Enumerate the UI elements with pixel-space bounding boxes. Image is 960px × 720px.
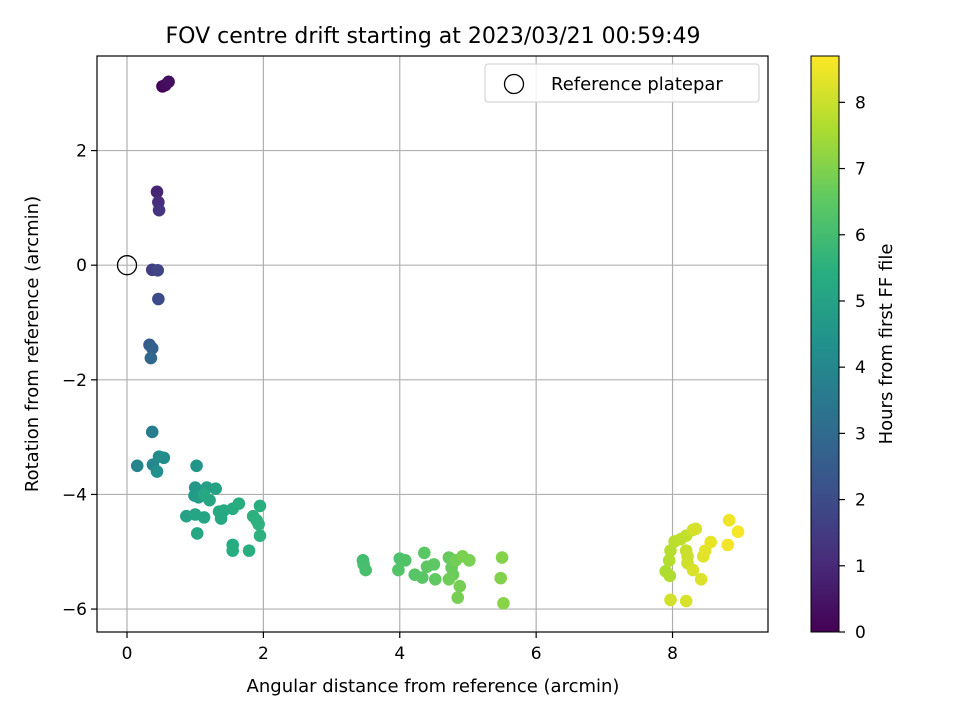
scatter-point xyxy=(392,563,405,577)
scatter-point xyxy=(144,351,158,365)
scatter-point xyxy=(145,341,159,355)
colorbar-tick-label: 6 xyxy=(855,226,866,246)
colorbar-tick-label: 8 xyxy=(855,93,866,113)
scatter-point xyxy=(722,513,736,527)
scatter-point xyxy=(151,264,164,277)
scatter-point xyxy=(453,579,467,593)
colorbar-ticks: 0 1 2 3 4 5 6 7 8 xyxy=(839,93,866,643)
scatter-point xyxy=(359,563,372,577)
colorbar-tick-label: 4 xyxy=(855,358,866,378)
scatter-point xyxy=(157,451,171,465)
legend-reference-marker xyxy=(503,73,525,95)
legend-box xyxy=(484,63,760,103)
scatter-point xyxy=(162,75,175,89)
y-tick-label: 2 xyxy=(76,142,87,162)
x-tick-label: 4 xyxy=(394,644,405,664)
scatter-point xyxy=(398,554,412,567)
scatter-point xyxy=(689,522,703,536)
colorbar-tick-label: 3 xyxy=(855,424,866,444)
legend: Reference platepar xyxy=(484,63,760,103)
scatter-point xyxy=(694,572,708,586)
scatter-point xyxy=(418,546,431,560)
x-axis-label: Angular distance from reference (arcmin) xyxy=(247,676,620,697)
scatter-point xyxy=(197,511,211,524)
scatter-point xyxy=(495,551,509,564)
colorbar-tick-label: 5 xyxy=(855,292,866,312)
y-axis-ticks: −6 −4 −2 0 2 xyxy=(62,142,97,620)
scatter-point xyxy=(463,554,476,567)
scatter-point xyxy=(214,512,228,525)
x-axis-ticks: 0 2 4 6 8 xyxy=(122,632,678,664)
data-points xyxy=(130,75,745,610)
x-tick-label: 0 xyxy=(122,644,133,664)
scatter-point xyxy=(679,594,693,608)
scatter-point xyxy=(663,569,677,583)
scatter-point xyxy=(427,558,441,571)
reference-platepar-marker xyxy=(116,255,138,276)
scatter-point xyxy=(442,572,456,586)
scatter-point xyxy=(152,203,166,217)
scatter-point xyxy=(662,554,676,567)
x-tick-label: 2 xyxy=(258,644,269,664)
scatter-point xyxy=(242,544,256,557)
plot-frame xyxy=(96,55,769,633)
scatter-point xyxy=(226,544,240,557)
colorbar-gradient xyxy=(810,55,840,633)
colorbar-tick-label: 1 xyxy=(855,557,866,577)
colorbar-tick-label: 0 xyxy=(855,623,866,643)
y-tick-label: −2 xyxy=(62,371,87,391)
colorbar-tick-label: 7 xyxy=(855,160,866,180)
scatter-point xyxy=(664,593,677,607)
scatter-point xyxy=(721,538,735,552)
scatter-point xyxy=(704,535,718,549)
colorbar: 0 1 2 3 4 5 6 7 8 Hours from first FF file xyxy=(810,55,897,643)
reference-marker xyxy=(116,255,138,276)
scatter-point xyxy=(494,571,507,585)
scatter-point xyxy=(686,563,700,577)
scatter-point xyxy=(428,572,442,586)
scatter-point xyxy=(190,527,204,540)
colorbar-tick-label: 2 xyxy=(855,491,866,511)
legend-label: Reference platepar xyxy=(551,74,723,95)
y-axis-label: Rotation from reference (arcmin) xyxy=(22,196,43,492)
scatter-point xyxy=(252,517,265,531)
scatter-point xyxy=(152,292,165,306)
y-tick-label: −6 xyxy=(62,600,87,620)
scatter-point xyxy=(150,465,164,478)
y-tick-label: 0 xyxy=(76,256,87,276)
scatter-point xyxy=(451,591,465,604)
chart-title: FOV centre drift starting at 2023/03/21 … xyxy=(166,24,701,49)
scatter-point xyxy=(497,597,510,610)
scatter-point xyxy=(130,459,144,473)
y-tick-label: −4 xyxy=(62,485,87,505)
scatter-point xyxy=(253,529,267,543)
scatter-point xyxy=(150,185,164,199)
scatter-point xyxy=(190,459,203,473)
scatter-point xyxy=(145,425,159,439)
x-tick-label: 8 xyxy=(667,644,678,664)
scatter-point xyxy=(731,525,745,539)
scatter-point xyxy=(253,499,267,513)
scatter-point xyxy=(209,482,222,496)
scatter-point xyxy=(197,488,211,501)
colorbar-label: Hours from first FF file xyxy=(876,244,897,445)
x-tick-label: 6 xyxy=(531,644,542,664)
scatter-point xyxy=(232,497,246,510)
scatter-point xyxy=(415,571,429,584)
